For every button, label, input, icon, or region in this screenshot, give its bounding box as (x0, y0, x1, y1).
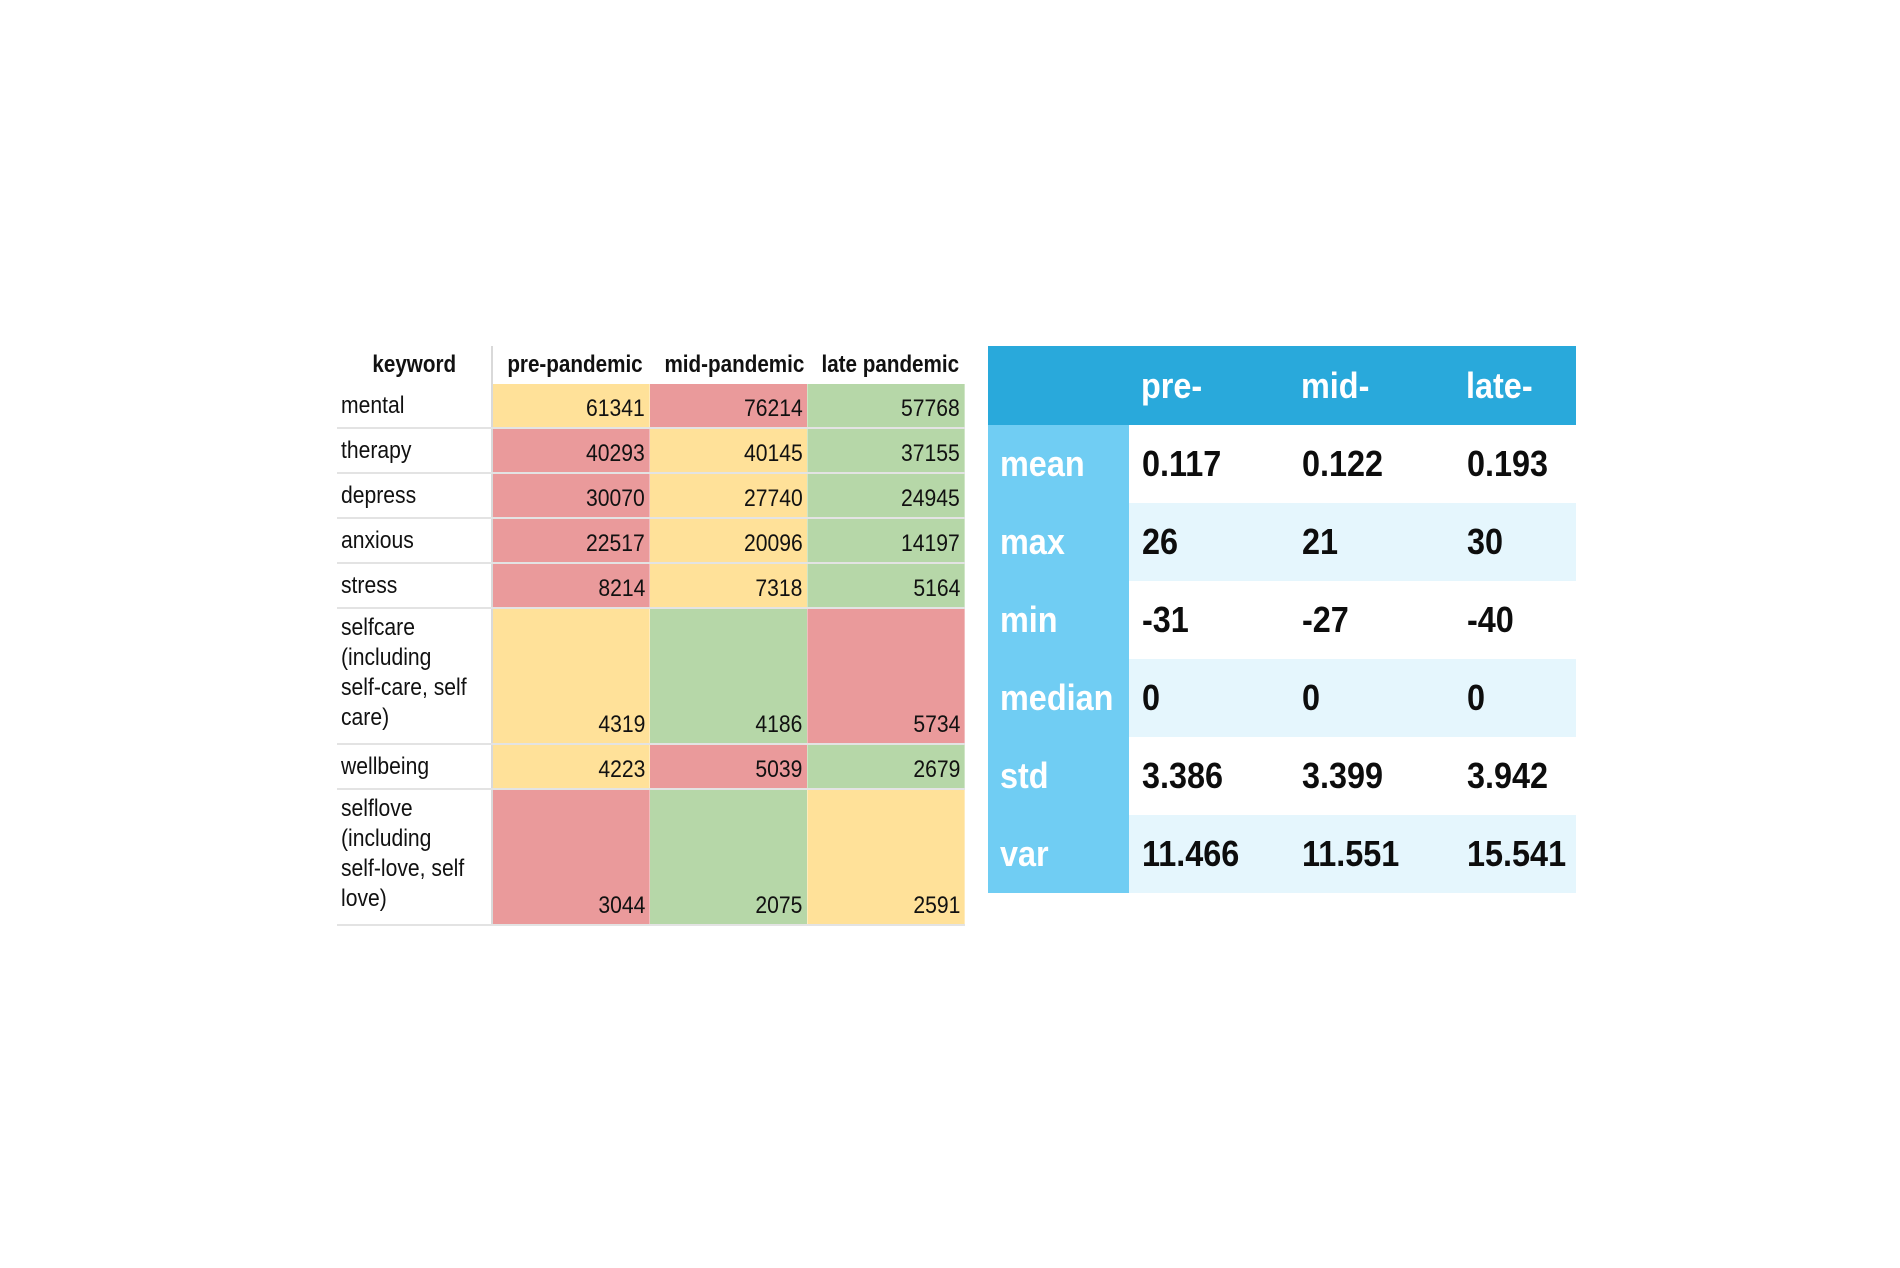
stat-value: 0 (1129, 659, 1289, 737)
stats-row-max: max 26 21 30 (988, 503, 1576, 581)
value-cell: 5734 (807, 608, 966, 745)
stats-table-header: pre- mid- late- (988, 346, 1576, 425)
stats-row-mean: mean 0.117 0.122 0.193 (988, 425, 1576, 503)
value-cell: 57768 (807, 384, 966, 429)
stats-row-var: var 11.466 11.551 15.541 (988, 815, 1576, 893)
value-cell: 24945 (807, 473, 966, 519)
stats-header-pre: pre- (1129, 346, 1289, 425)
value-cell: 2591 (807, 789, 966, 926)
value-cell: 4319 (492, 608, 651, 745)
value-cell: 5164 (807, 563, 966, 609)
value-cell: 8214 (492, 563, 651, 609)
value-cell: 4223 (492, 744, 651, 790)
stat-value: 3.942 (1454, 737, 1576, 815)
stat-value: -27 (1289, 581, 1454, 659)
keyword-cell: selflove (including self-love, self love… (337, 789, 494, 926)
stat-value: 11.551 (1289, 815, 1454, 893)
stat-value: -40 (1454, 581, 1576, 659)
value-cell: 40293 (492, 428, 651, 474)
value-cell: 7318 (649, 563, 808, 609)
header-keyword: keyword (347, 346, 483, 384)
value-cell: 5039 (649, 744, 808, 790)
stat-value: -31 (1129, 581, 1289, 659)
keyword-frequency-table: keyword pre-pandemic mid-pandemic late p… (337, 346, 966, 926)
stat-label: max (988, 503, 1129, 581)
stat-value: 15.541 (1454, 815, 1576, 893)
table-row: depress 30070 27740 24945 (337, 473, 966, 519)
table-row: wellbeing 4223 5039 2679 (337, 744, 966, 790)
stats-row-std: std 3.386 3.399 3.942 (988, 737, 1576, 815)
stat-value: 3.399 (1289, 737, 1454, 815)
stat-value: 0 (1289, 659, 1454, 737)
keyword-cell: depress (337, 473, 494, 519)
value-cell: 40145 (649, 428, 808, 474)
stat-value: 26 (1129, 503, 1289, 581)
table-row: selfcare (including self-care, self care… (337, 608, 966, 745)
value-cell: 22517 (492, 518, 651, 564)
value-cell: 27740 (649, 473, 808, 519)
stat-label: var (988, 815, 1129, 893)
table-row: mental 61341 76214 57768 (337, 384, 966, 429)
stats-row-median: median 0 0 0 (988, 659, 1576, 737)
keyword-table-header: keyword pre-pandemic mid-pandemic late p… (337, 346, 965, 384)
keyword-cell: anxious (337, 518, 494, 564)
header-mid-pandemic: mid-pandemic (664, 351, 805, 378)
stat-value: 0.193 (1454, 425, 1576, 503)
header-pre-pandemic: pre-pandemic (507, 351, 644, 378)
keyword-cell: mental (337, 384, 494, 429)
stat-value: 0.122 (1289, 425, 1454, 503)
value-cell: 2679 (807, 744, 966, 790)
stats-header-late: late- (1454, 346, 1576, 425)
header-late-pandemic: late pandemic (821, 351, 960, 378)
keyword-cell: stress (337, 563, 494, 609)
stat-label: std (988, 737, 1129, 815)
table-row: anxious 22517 20096 14197 (337, 518, 966, 564)
value-cell: 20096 (649, 518, 808, 564)
value-cell: 3044 (492, 789, 651, 926)
value-cell: 2075 (649, 789, 808, 926)
stat-value: 3.386 (1129, 737, 1289, 815)
stats-header-mid: mid- (1289, 346, 1454, 425)
table-row: therapy 40293 40145 37155 (337, 428, 966, 474)
stat-value: 0 (1454, 659, 1576, 737)
stat-label: median (988, 659, 1129, 737)
value-cell: 4186 (649, 608, 808, 745)
statistics-table: pre- mid- late- mean 0.117 0.122 0.193 max 26… (988, 346, 1576, 893)
value-cell: 37155 (807, 428, 966, 474)
keyword-cell: therapy (337, 428, 494, 474)
stat-label: min (988, 581, 1129, 659)
value-cell: 14197 (807, 518, 966, 564)
stat-value: 11.466 (1129, 815, 1289, 893)
keyword-cell: selfcare (including self-care, self care… (337, 608, 494, 745)
stat-value: 30 (1454, 503, 1576, 581)
table-row: selflove (including self-love, self love… (337, 789, 966, 926)
value-cell: 30070 (492, 473, 651, 519)
stats-row-min: min -31 -27 -40 (988, 581, 1576, 659)
stat-value: 0.117 (1129, 425, 1289, 503)
value-cell: 61341 (492, 384, 651, 429)
keyword-cell: wellbeing (337, 744, 494, 790)
stats-header-corner (988, 346, 1129, 425)
stat-label: mean (988, 425, 1129, 503)
stat-value: 21 (1289, 503, 1454, 581)
value-cell: 76214 (649, 384, 808, 429)
table-row: stress 8214 7318 5164 (337, 563, 966, 609)
